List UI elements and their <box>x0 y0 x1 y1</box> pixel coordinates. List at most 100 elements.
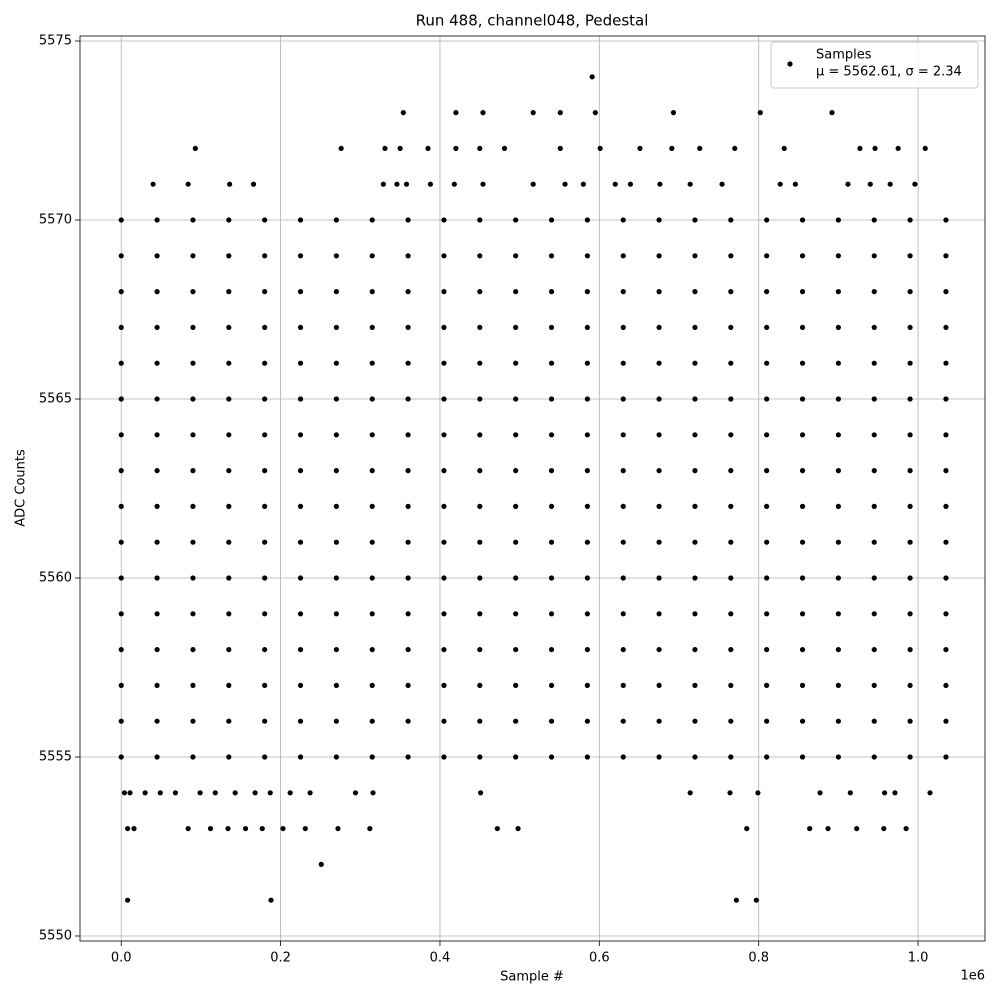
point <box>907 217 913 223</box>
point <box>728 324 734 331</box>
point <box>333 324 339 331</box>
point <box>262 682 268 688</box>
point <box>764 217 770 223</box>
point <box>405 682 411 688</box>
point <box>612 181 618 187</box>
point <box>620 682 626 688</box>
point <box>907 324 913 331</box>
point <box>871 611 877 617</box>
x-tick-label: 0.2 <box>270 951 291 966</box>
point <box>943 396 949 402</box>
point <box>728 396 734 402</box>
point <box>441 432 447 438</box>
point <box>441 217 447 223</box>
point <box>190 289 196 295</box>
point <box>513 754 519 760</box>
point <box>441 718 447 724</box>
point <box>620 253 626 259</box>
point <box>943 646 949 653</box>
point <box>154 468 160 474</box>
point <box>513 217 519 223</box>
point <box>943 324 949 331</box>
point <box>799 682 806 688</box>
point <box>799 253 806 259</box>
point <box>845 181 851 187</box>
point <box>835 396 841 402</box>
point <box>338 145 344 152</box>
point <box>799 503 806 509</box>
point <box>297 217 304 223</box>
point <box>764 646 770 653</box>
point <box>262 396 268 402</box>
point <box>781 145 787 152</box>
point <box>656 396 662 402</box>
point <box>584 503 590 509</box>
point <box>857 145 863 152</box>
point <box>367 825 373 832</box>
point <box>907 682 913 688</box>
point <box>835 217 841 223</box>
point <box>871 324 877 331</box>
point <box>157 790 163 796</box>
point <box>403 181 410 187</box>
point <box>494 825 500 832</box>
point <box>656 324 662 331</box>
point <box>118 539 124 545</box>
x-tick-label: 0.8 <box>748 951 769 966</box>
point <box>656 539 662 545</box>
point <box>835 539 841 545</box>
point <box>405 217 411 223</box>
point <box>656 503 662 509</box>
point <box>656 718 662 724</box>
x-tick-label: 1.0 <box>908 951 929 966</box>
point <box>226 718 232 724</box>
point <box>369 253 375 259</box>
point <box>190 396 196 402</box>
point <box>369 217 375 223</box>
point <box>262 432 268 438</box>
point <box>154 396 160 402</box>
point <box>692 468 698 474</box>
point <box>318 861 324 867</box>
point <box>262 539 268 545</box>
plot-frame <box>79 35 986 942</box>
point <box>656 682 662 688</box>
point <box>441 253 447 259</box>
point <box>835 682 841 688</box>
point <box>562 181 568 187</box>
point <box>792 181 798 187</box>
point <box>656 289 662 295</box>
point <box>369 611 375 617</box>
point <box>764 360 770 366</box>
point <box>441 360 447 366</box>
point <box>548 396 555 402</box>
point <box>728 539 734 545</box>
point <box>799 611 806 617</box>
point <box>297 646 304 653</box>
point <box>297 682 304 688</box>
point <box>333 432 339 438</box>
point <box>692 253 698 259</box>
point <box>943 611 949 617</box>
point <box>405 503 411 509</box>
point <box>620 217 626 223</box>
point <box>477 575 483 581</box>
point <box>656 611 662 617</box>
point <box>154 289 160 295</box>
point <box>835 754 841 760</box>
point <box>369 682 375 688</box>
point <box>656 575 662 581</box>
point <box>755 790 761 796</box>
point <box>764 575 770 581</box>
point <box>297 754 304 760</box>
point <box>757 110 763 116</box>
point <box>441 503 447 509</box>
point <box>592 110 598 116</box>
point <box>154 682 160 688</box>
point <box>267 790 273 796</box>
point <box>125 897 131 903</box>
point <box>480 181 486 187</box>
point <box>118 575 124 581</box>
point <box>829 110 835 116</box>
